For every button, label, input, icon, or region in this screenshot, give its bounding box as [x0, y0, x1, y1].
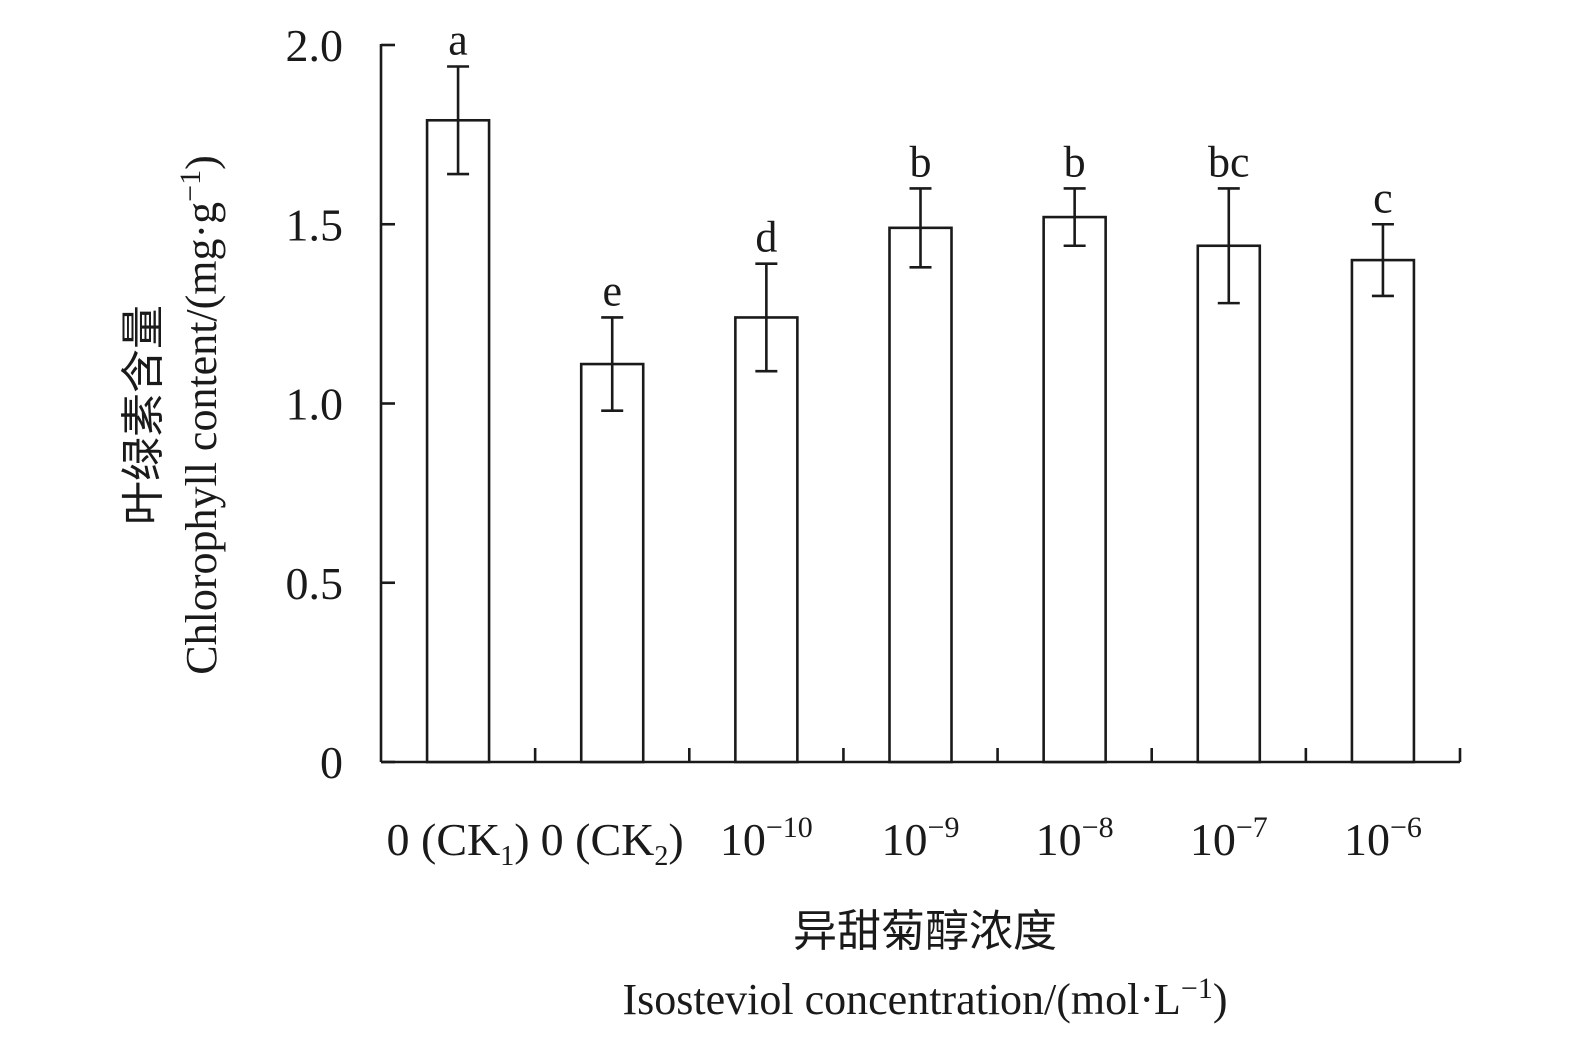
significance-label: b	[910, 137, 932, 186]
bar	[1196, 244, 1262, 764]
significance-label: bc	[1208, 137, 1250, 186]
y-tick-label: 0	[320, 737, 343, 788]
bar	[888, 226, 953, 764]
x-tick-label: 10−10	[720, 811, 813, 865]
y-tick-label: 1.5	[286, 199, 344, 250]
significance-label: e	[602, 266, 622, 315]
significance-label: d	[755, 213, 777, 262]
x-tick-label: 10−9	[882, 811, 960, 865]
significance-label: c	[1373, 173, 1393, 222]
x-tick-label: 10−6	[1344, 811, 1422, 865]
x-axis-title-cn: 异甜菊醇浓度	[793, 907, 1057, 956]
y-axis: 0 0.5 1.0 1.5 2.0	[286, 20, 395, 788]
x-ticks	[533, 748, 1462, 762]
bar	[734, 316, 799, 764]
significance-label: b	[1064, 137, 1086, 186]
x-category-labels: 0 (CK1) 0 (CK2) 10−10 10−9 10−8 10−7 10−6	[387, 811, 1422, 872]
significance-label: a	[448, 16, 468, 65]
bar	[1042, 215, 1107, 764]
bar	[1350, 258, 1416, 764]
y-tick-label: 2.0	[286, 20, 344, 71]
y-axis-title-en: Chlorophyll content/(mg·g−1)	[174, 155, 226, 675]
bar	[425, 118, 491, 764]
bars: a e d b b bc c	[425, 16, 1416, 764]
x-tick-label: 0 (CK2)	[541, 814, 684, 872]
y-tick-label: 1.0	[286, 379, 344, 430]
x-axis-title-en: Isosteviol concentration/(mol·L−1)	[623, 972, 1228, 1024]
y-axis-title-cn: 叶绿素含量	[119, 305, 168, 525]
x-tick-label: 0 (CK1)	[387, 814, 530, 872]
y-ticks: 0 0.5 1.0 1.5 2.0	[286, 20, 395, 788]
x-axis-title: 异甜菊醇浓度 Isosteviol concentration/(mol·L−1…	[623, 907, 1228, 1024]
y-tick-label: 0.5	[286, 558, 344, 609]
x-tick-label: 10−7	[1190, 811, 1268, 865]
y-axis-title: 叶绿素含量 Chlorophyll content/(mg·g−1)	[119, 155, 226, 675]
x-tick-label: 10−8	[1036, 811, 1114, 865]
bar	[579, 362, 645, 764]
